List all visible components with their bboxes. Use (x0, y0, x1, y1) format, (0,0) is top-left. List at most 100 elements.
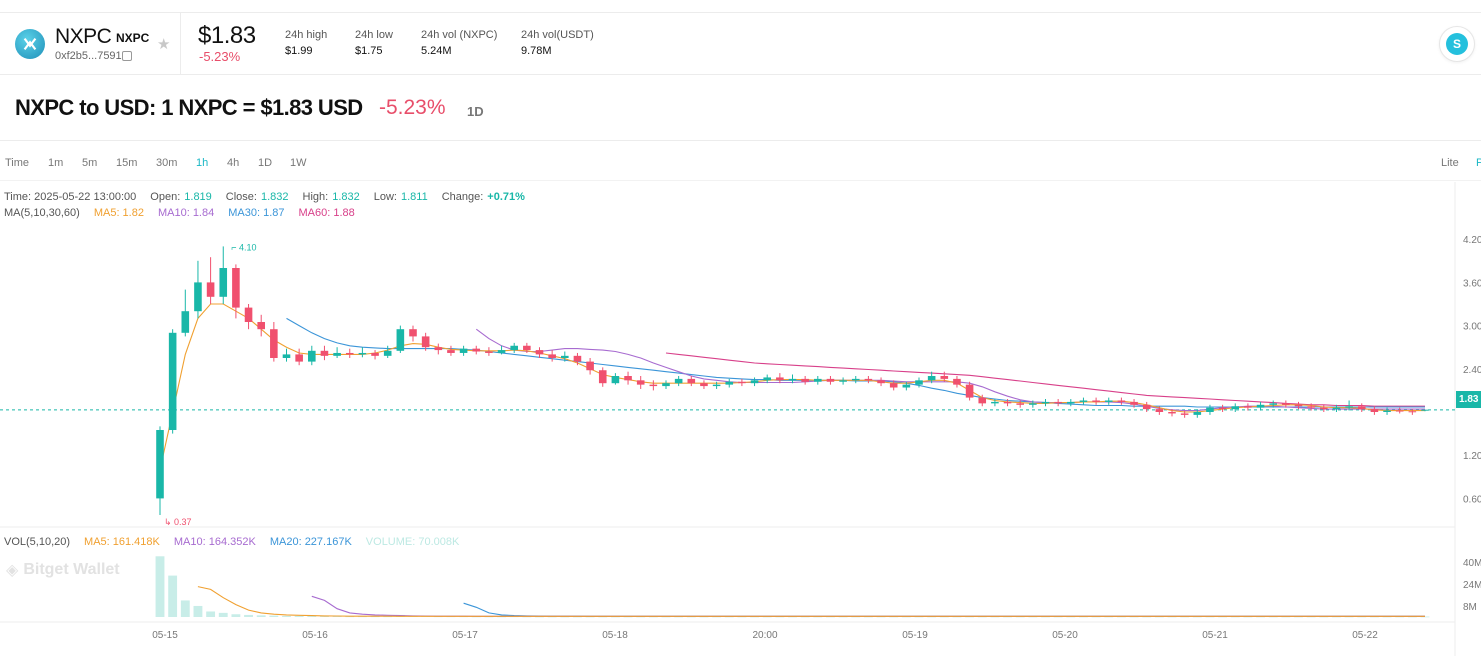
watermark-text: Bitget Wallet (23, 561, 120, 578)
volume-bar (193, 605, 203, 617)
candle-body (1332, 407, 1341, 410)
token-address: 0xf2b5...7591 (55, 50, 122, 62)
price-chart[interactable]: 4.20 3.60 3.00 2.40 1.20 0.60 40M 24M 8M 05-15 05-… (0, 182, 1481, 656)
candle-body (788, 378, 797, 381)
timeframe-5m[interactable]: 5m (82, 157, 98, 169)
timeframe-time[interactable]: Time (5, 157, 30, 169)
volume-bar (282, 615, 291, 617)
ohlc-change: Change: +0.71% (442, 191, 525, 203)
vol-ma5-value: MA5: 161.418K (84, 536, 160, 548)
candle-body (345, 352, 354, 355)
volume-bar (1407, 616, 1417, 618)
volume-bar (598, 616, 608, 618)
candle-body (409, 329, 417, 337)
volume-bar (939, 616, 949, 618)
stat-value-24h-vol-usdt: 9.78M (521, 45, 552, 57)
token-header: NXPC NXPC 0xf2b5...7591 ★ $1.83 -5.23% 2… (0, 13, 1481, 75)
time-axis-tick: 05-22 (1352, 630, 1378, 641)
candle-body (1067, 401, 1075, 404)
volume-bar (547, 616, 557, 618)
candle-body (383, 350, 392, 356)
time-axis-tick: 05-15 (152, 630, 178, 641)
volume-bar (1205, 616, 1215, 618)
ohlc-high: High: 1.832 (303, 191, 360, 203)
timeframe-4h[interactable]: 4h (227, 157, 240, 169)
volume-bar (1142, 616, 1152, 618)
volume-bar (674, 616, 684, 618)
vol-ma20-value: MA20: 227.167K (269, 536, 352, 548)
ohlc-low-label: Low: (373, 191, 397, 203)
volume-bar (332, 616, 342, 617)
price-axis-tick: 3.00 (1463, 322, 1481, 333)
candle-body (485, 351, 493, 353)
view-mode-pro[interactable]: P (1476, 157, 1481, 169)
candle-body (194, 282, 202, 312)
volume-bar (1079, 616, 1088, 618)
volume-bar (737, 616, 747, 618)
candle-body (1357, 406, 1366, 410)
ma10-value: MA10: 1.84 (157, 207, 215, 219)
favorite-star-icon[interactable]: ★ (157, 36, 171, 53)
candle-body (1029, 403, 1037, 405)
candle-body (1104, 400, 1113, 402)
copy-address-icon[interactable] (122, 51, 132, 61)
volume-bar (269, 615, 279, 617)
ma30-line (286, 317, 1425, 408)
volume-bar (231, 614, 241, 617)
toolbar-divider (0, 180, 1481, 181)
candle-body (244, 307, 253, 322)
ohlc-change-value: +0.71% (487, 191, 525, 203)
volume-bar (876, 616, 886, 618)
candle-body (763, 377, 771, 381)
ohlc-info: Time: 2025-05-22 13:00:00 Open: 1.819 Close… (4, 191, 539, 203)
volume-bar (863, 616, 873, 618)
candle-body (814, 378, 822, 382)
candle-body (1282, 403, 1290, 405)
candle-body (864, 378, 873, 381)
timeframe-1h[interactable]: 1h (196, 157, 209, 169)
volume-bar (1420, 616, 1430, 618)
candle-body (497, 350, 506, 353)
volume-bar (901, 616, 911, 618)
candle-body (1320, 407, 1328, 410)
candle-body (991, 401, 999, 404)
timeframe-1m[interactable]: 1m (48, 157, 64, 169)
volume-bar (750, 616, 759, 618)
wallet-button[interactable]: S (1439, 26, 1475, 62)
watermark-icon: ◈ (6, 562, 19, 579)
view-mode-lite[interactable]: Lite (1441, 157, 1459, 169)
volume-bar (686, 616, 696, 618)
timeframe-1d[interactable]: 1D (258, 157, 273, 169)
volume-bar (573, 616, 582, 618)
ma60-value: MA60: 1.88 (298, 207, 355, 219)
candle-body (674, 378, 683, 384)
candle-body (396, 329, 405, 351)
volume-bar (813, 616, 823, 618)
volume-bar (826, 616, 835, 618)
timeframe-15m[interactable]: 15m (116, 157, 138, 169)
candle-body (333, 352, 341, 356)
conversion-timeframe: 1D (467, 104, 484, 119)
volume-bar (1382, 616, 1392, 618)
volume-bar (1116, 616, 1126, 618)
candle-body (232, 268, 240, 308)
candle-body (295, 354, 303, 362)
candle-body (1256, 404, 1265, 408)
min-price-marker: ↳ 0.37 (164, 517, 192, 527)
token-symbol: NXPC (55, 25, 112, 48)
timeframe-30m[interactable]: 30m (156, 157, 178, 169)
candle-body (573, 355, 582, 362)
timeframe-1w[interactable]: 1W (290, 157, 307, 169)
ma-info: MA(5,10,30,60) MA5: 1.82 MA10: 1.84 MA30: 1… (4, 207, 369, 219)
vol-ma10-value: MA10: 164.352K (173, 536, 256, 548)
candle-body (662, 383, 670, 387)
volume-bar (1294, 616, 1303, 618)
candle-body (700, 383, 708, 387)
candle-body (1079, 400, 1088, 402)
volume-bar (1319, 616, 1329, 618)
ohlc-high-label: High: (302, 191, 329, 203)
volume-bar (914, 616, 924, 618)
volume-bar (838, 616, 848, 618)
time-axis-tick: 05-17 (452, 630, 478, 641)
volume-bar (1129, 616, 1139, 618)
